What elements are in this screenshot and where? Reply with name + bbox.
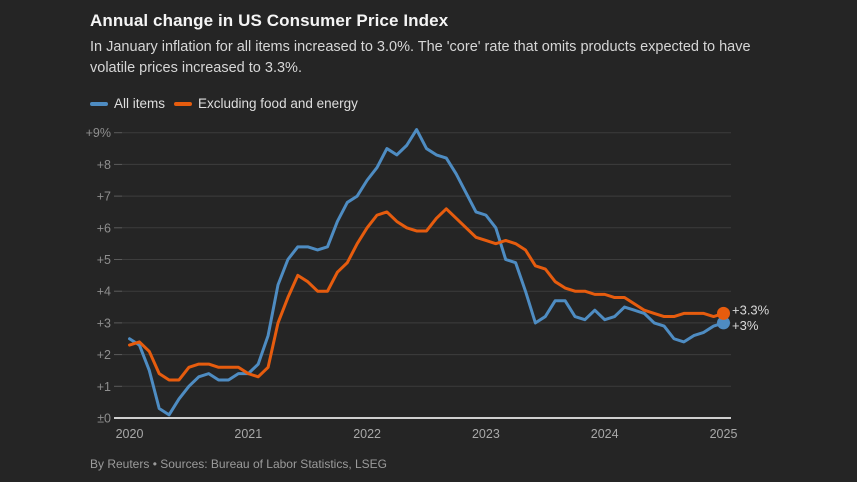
x-axis-label: 2023 (472, 427, 500, 441)
chart-legend: All items Excluding food and energy (90, 96, 367, 111)
y-axis-label: +9% (86, 126, 111, 140)
all-items-line-swatch-icon (90, 101, 108, 106)
end-dot-1 (717, 306, 730, 320)
legend-label-all-items: All items (114, 96, 166, 111)
series-line-1 (128, 207, 725, 382)
y-axis-label: +3 (97, 316, 111, 330)
chart-subtitle: In January inflation for all items incre… (90, 39, 751, 76)
end-label-0: +3% (732, 318, 759, 333)
y-axis-label: +8 (97, 158, 111, 172)
core-line-swatch-icon (174, 101, 193, 106)
x-axis-label: 2025 (710, 427, 738, 441)
source-credit: By Reuters • Sources: Bureau of Labor St… (90, 457, 388, 471)
y-axis-label: +1 (97, 380, 111, 394)
legend-item-core: Excluding food and energy (174, 96, 358, 111)
y-axis-label: +5 (97, 253, 111, 267)
x-axis-label: 2024 (591, 427, 619, 441)
page-title: Annual change in US Consumer Price Index (90, 11, 449, 30)
y-axis-label: ±0 (97, 412, 111, 426)
legend-label-core: Excluding food and energy (198, 96, 358, 111)
legend-item-all-items: All items (90, 96, 165, 111)
y-axis-label: +4 (97, 285, 111, 299)
y-axis-label: +7 (97, 190, 111, 204)
y-axis-label: +2 (97, 348, 111, 362)
series-line-0 (128, 128, 725, 417)
x-axis-label: 2021 (234, 427, 262, 441)
y-axis-label: +6 (97, 221, 111, 235)
end-label-1: +3.3% (732, 302, 770, 317)
x-axis-label: 2020 (116, 427, 144, 441)
x-axis-label: 2022 (353, 427, 381, 441)
end-dot-0 (717, 316, 730, 330)
